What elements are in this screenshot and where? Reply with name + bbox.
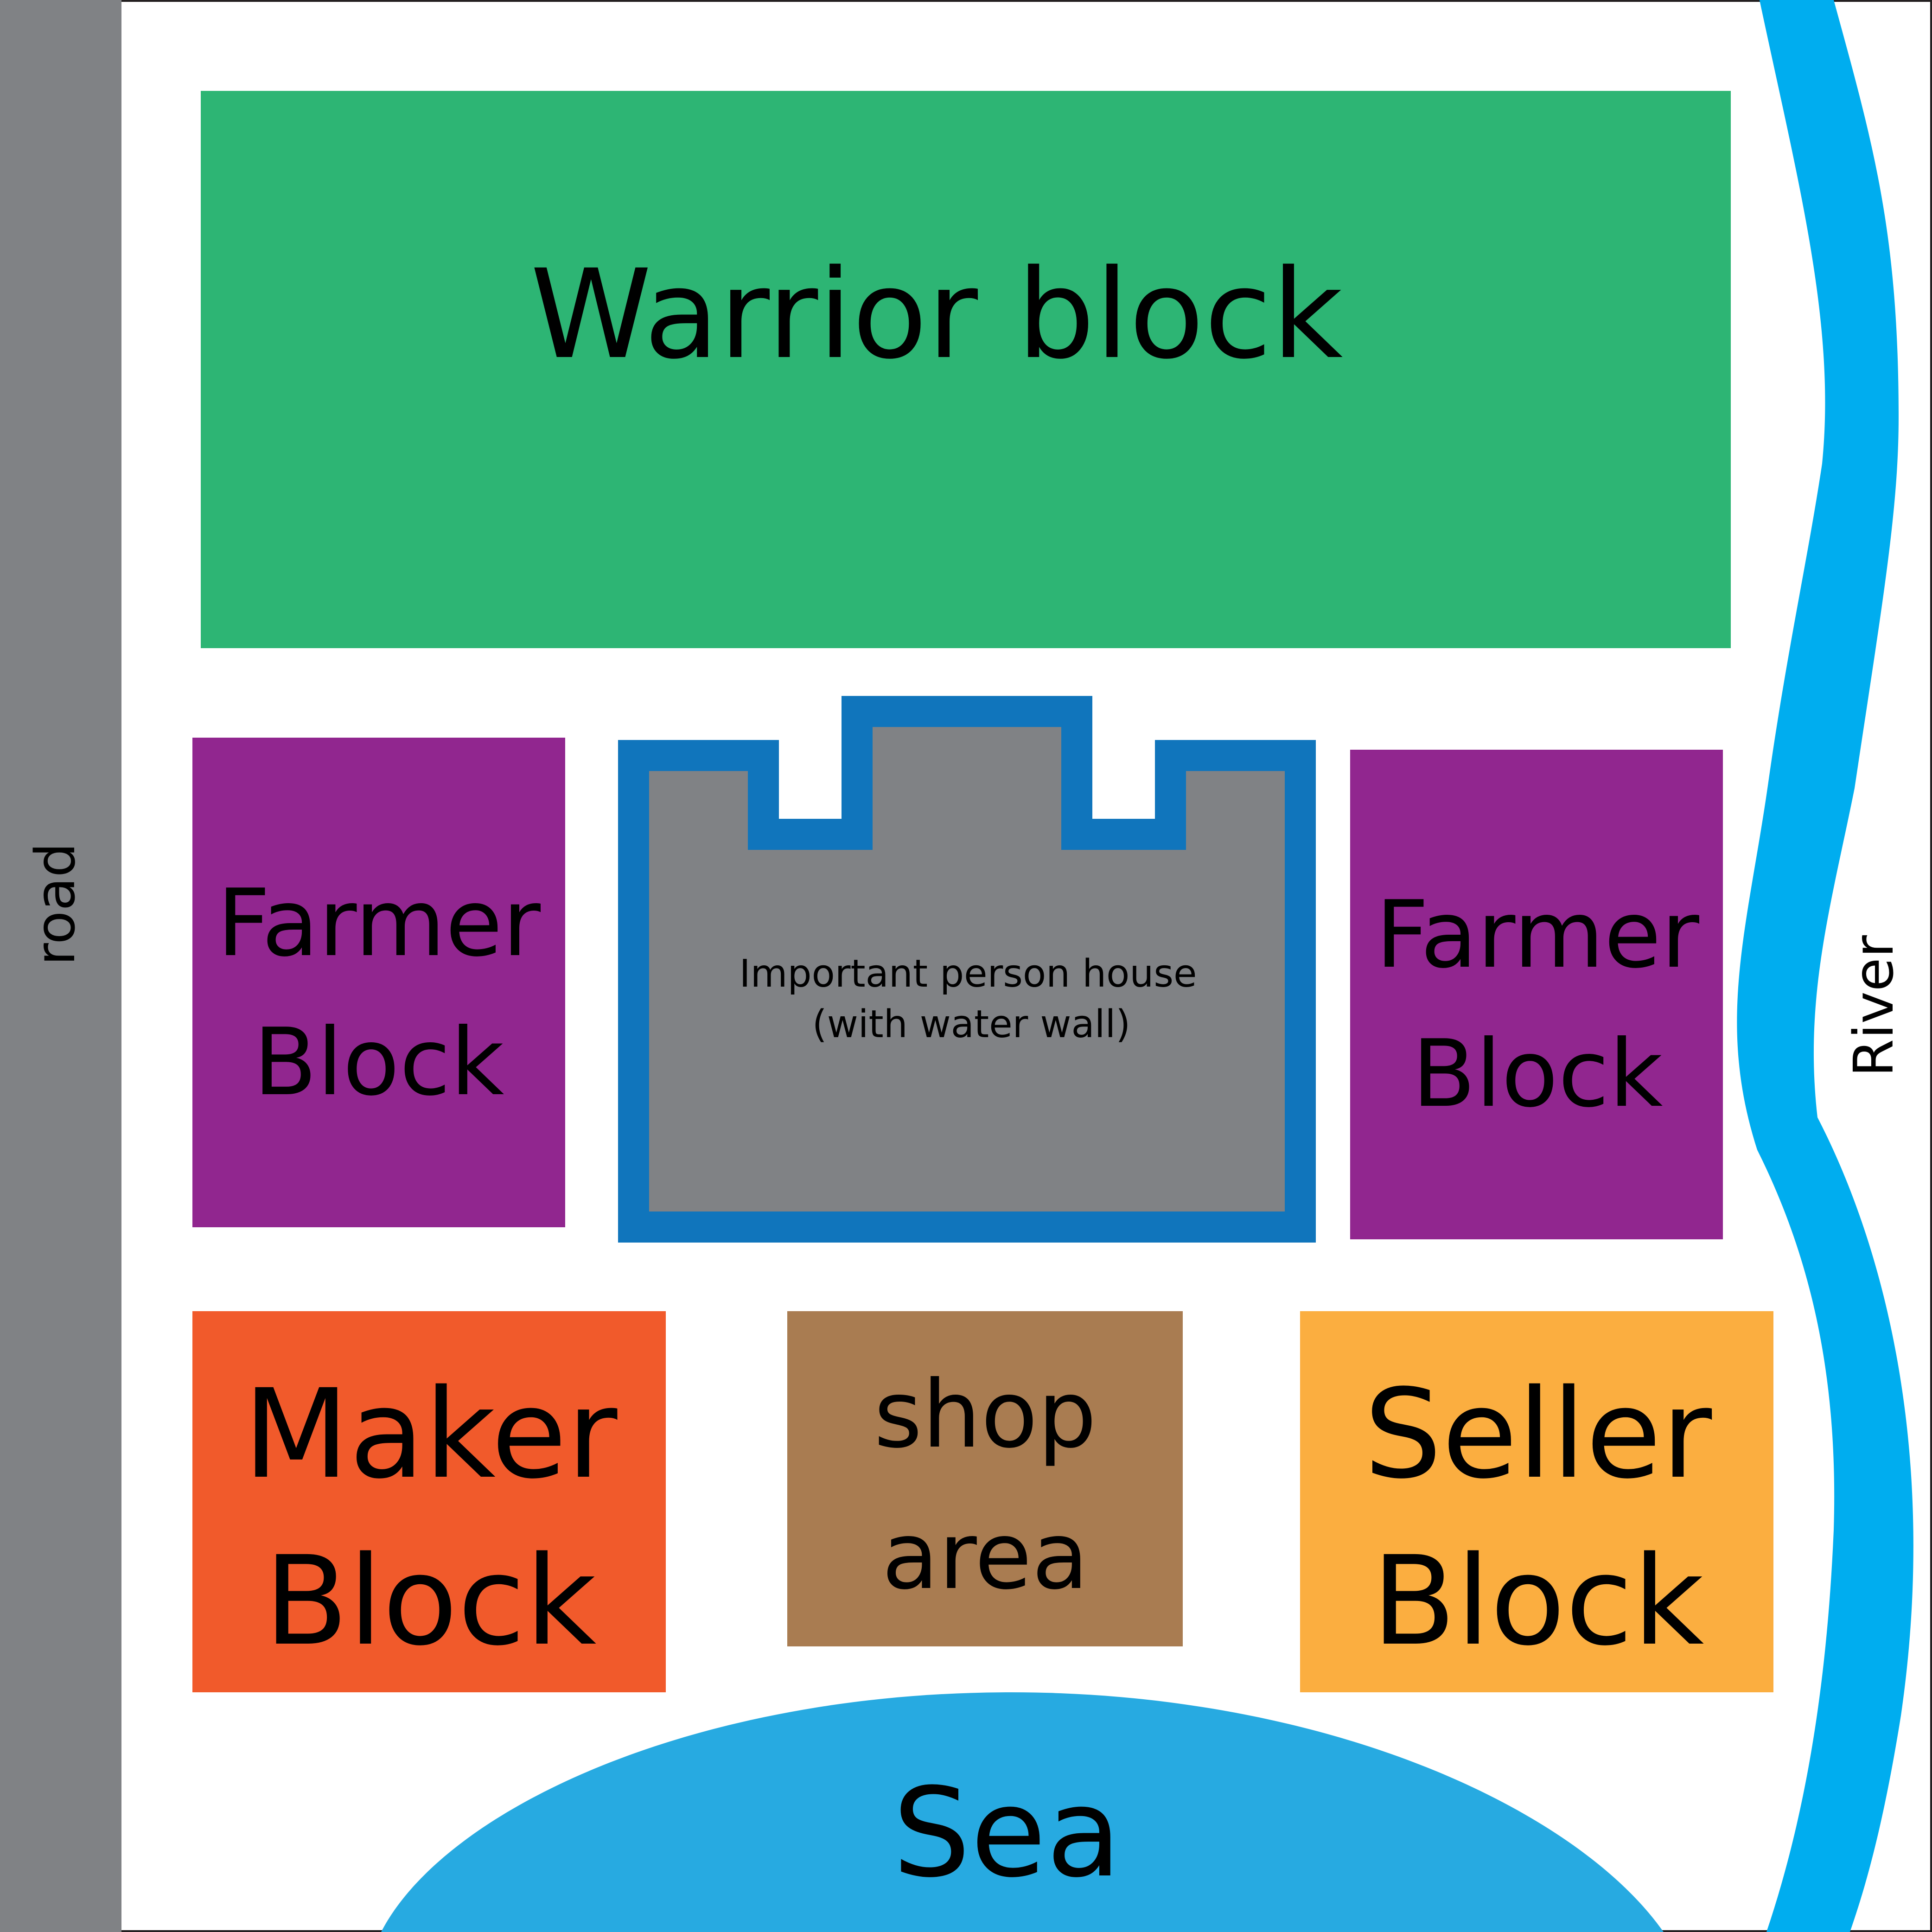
shop-area-line1: shop — [874, 1361, 1097, 1469]
warrior-block — [201, 91, 1731, 648]
maker-block — [192, 1311, 666, 1692]
road-label: road — [23, 842, 87, 965]
seller-block-line2: Block — [1372, 1530, 1704, 1673]
river — [1737, 0, 1913, 1932]
farmer-block-left-line2: Block — [254, 1008, 504, 1116]
important-house-line2: (with water wall) — [812, 1002, 1131, 1046]
important-house — [649, 727, 1285, 1211]
farmer-block-right-line1: Farmer — [1376, 881, 1700, 989]
river-label: River — [1842, 935, 1906, 1077]
farmer-block-right-line2: Block — [1412, 1020, 1663, 1128]
farmer-block-left-line1: Farmer — [217, 869, 541, 977]
maker-block-line1: Maker — [243, 1363, 618, 1506]
sea-label: Sea — [893, 1762, 1122, 1905]
shop-area — [787, 1311, 1183, 1646]
road — [0, 0, 121, 1932]
important-house-line1: Important person house — [739, 952, 1197, 996]
sea — [381, 1692, 1664, 1932]
maker-block-line2: Block — [264, 1530, 597, 1673]
seller-block-line1: Seller — [1364, 1363, 1713, 1506]
seller-block — [1300, 1311, 1773, 1692]
farmer-block-left — [192, 738, 565, 1227]
shop-area-line2: area — [882, 1502, 1089, 1610]
warrior-block-label: Warrior block — [530, 243, 1343, 386]
farmer-block-right — [1350, 750, 1723, 1239]
